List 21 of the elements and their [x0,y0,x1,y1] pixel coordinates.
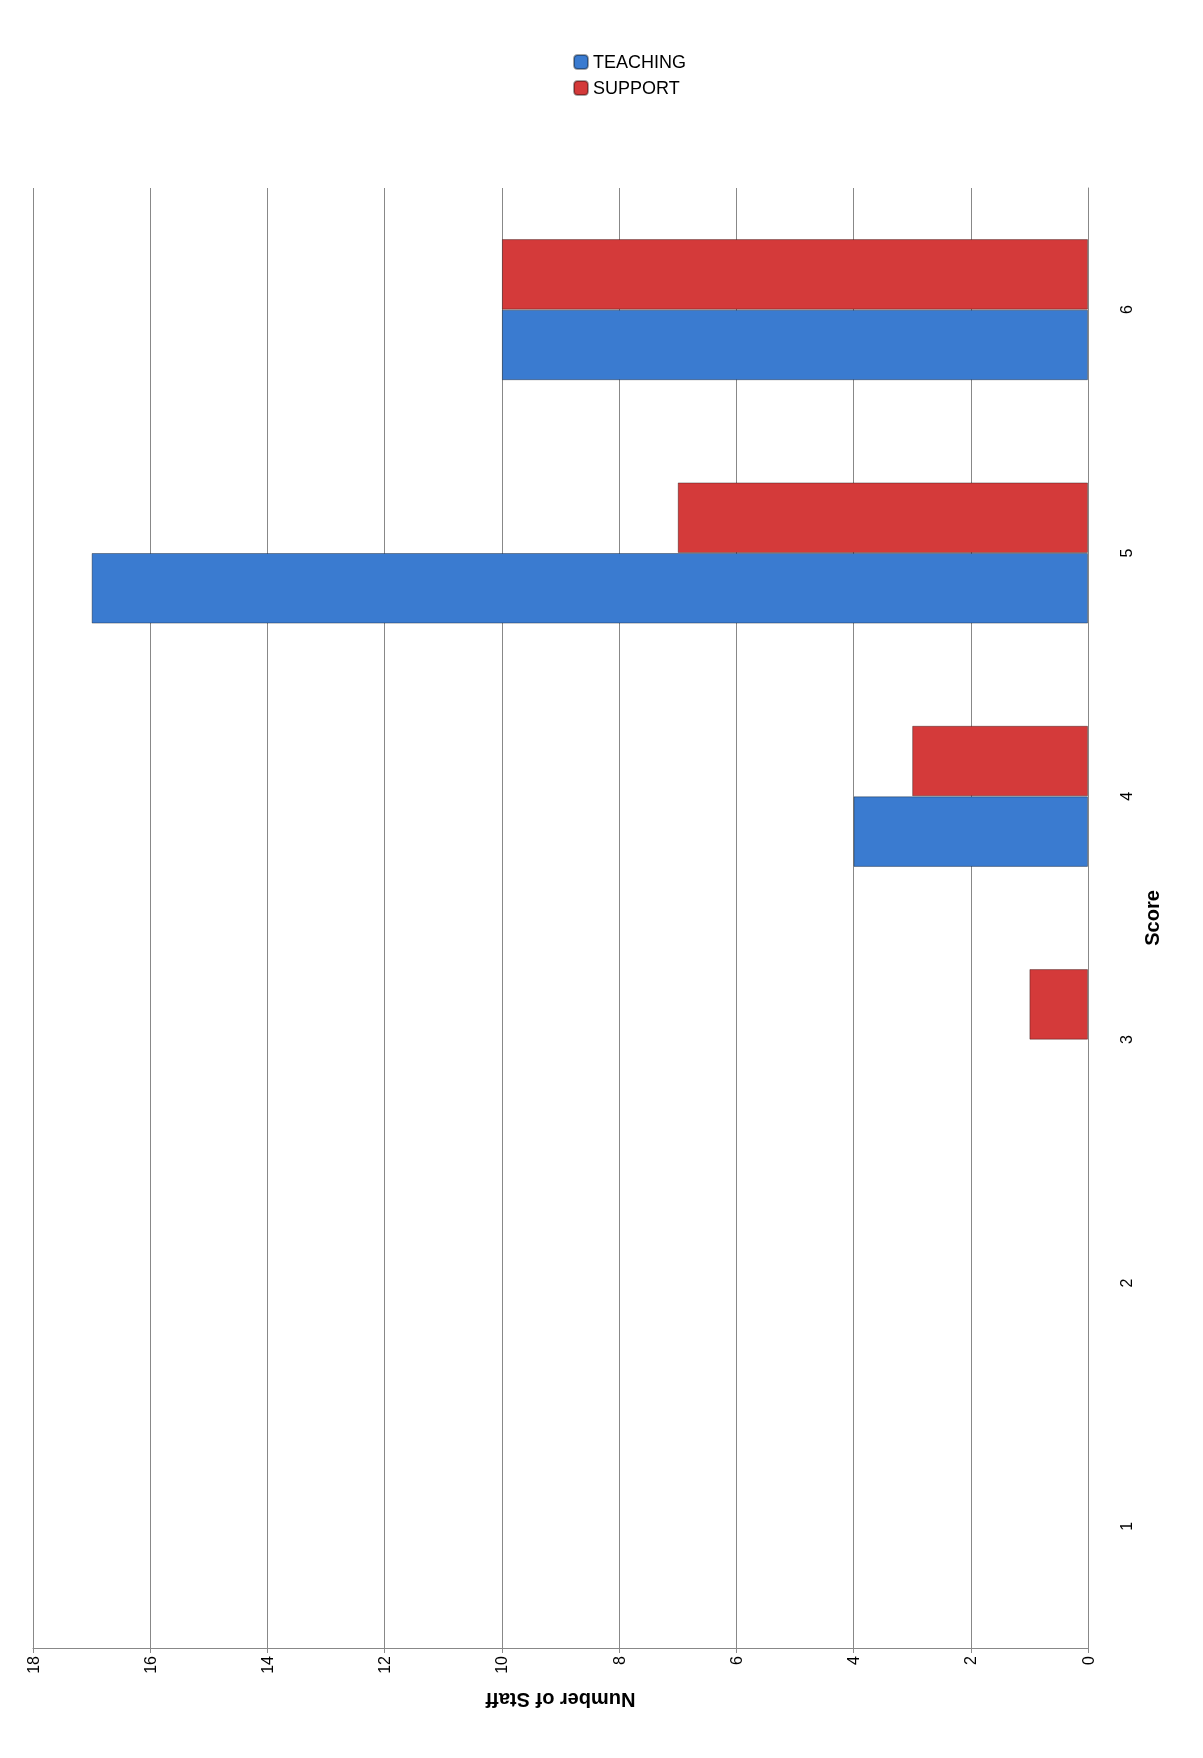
x-tick-label: 8 [610,1655,628,1665]
y-tick-label: 1 [1117,1521,1135,1531]
x-tick-label: 16 [141,1655,159,1674]
x-axis-title: Number of Staff [485,1689,636,1711]
x-tick-label: 0 [1079,1655,1097,1665]
x-tick-label: 4 [845,1655,863,1665]
y-tick-label: 5 [1117,548,1135,558]
y-tick-label: 2 [1117,1278,1135,1288]
x-tick-label: 10 [493,1655,511,1674]
x-tick-label: 12 [376,1655,394,1674]
y-axis-title: Score [1140,890,1163,946]
x-tick-label: 6 [727,1655,745,1665]
y-tick-label: 4 [1117,791,1135,801]
x-tick-label: 2 [962,1655,980,1665]
legend-label: TEACHING [593,52,687,72]
bar [1029,969,1088,1040]
x-tick-label: 14 [258,1655,276,1674]
y-tick-label: 6 [1117,305,1135,315]
y-tick-label: 3 [1117,1035,1135,1045]
legend-label: SUPPORT [593,78,680,98]
x-tick-label: 18 [24,1655,42,1674]
